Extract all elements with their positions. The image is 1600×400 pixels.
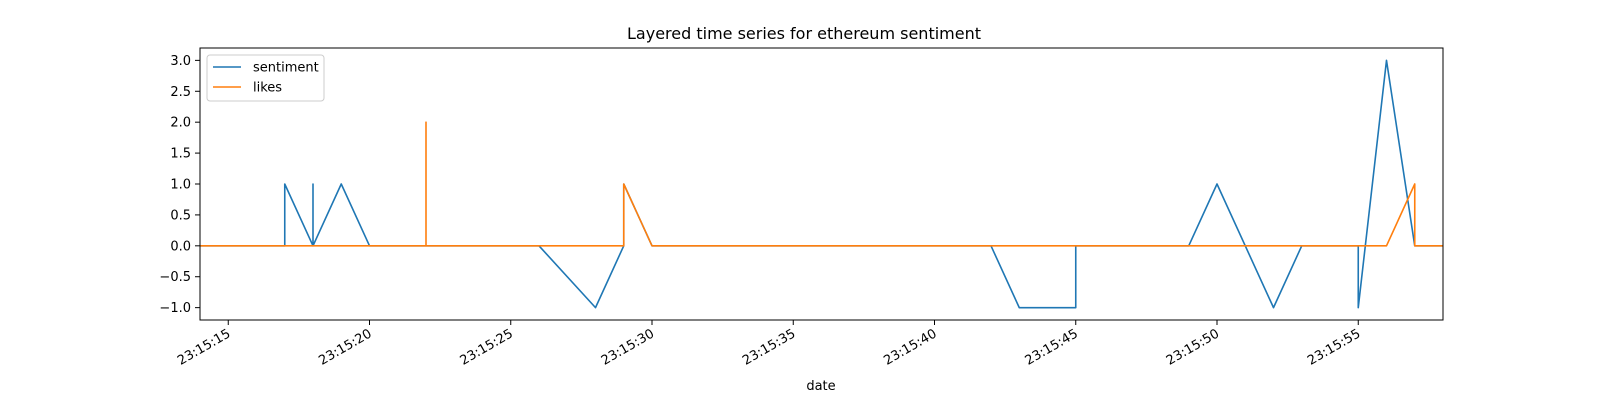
y-tick-label: 2.0 (170, 116, 191, 131)
y-tick-label: −1.0 (159, 301, 191, 316)
y-tick-label: 3.0 (170, 54, 191, 69)
y-tick-label: 0.5 (170, 208, 191, 223)
y-tick-label: −0.5 (159, 270, 191, 285)
y-tick-label: 1.0 (170, 178, 191, 193)
series-line-likes (200, 121, 1443, 247)
y-tick-label: 1.5 (170, 147, 191, 162)
chart-title: Layered time series for ethereum sentime… (627, 24, 981, 43)
y-axis: 3.0 2.5 2.0 1.5 1.0 0.5 0.0 −0.5 −1.0 (159, 54, 200, 316)
series-layer (200, 59, 1443, 309)
y-tick-label: 2.5 (170, 85, 191, 100)
legend-label-likes: likes (253, 81, 282, 96)
legend-label-sentiment: sentiment (253, 61, 319, 76)
y-tick-label: 0.0 (170, 239, 191, 254)
legend: sentiment likes (206, 54, 325, 102)
x-axis-label: date (806, 379, 835, 394)
